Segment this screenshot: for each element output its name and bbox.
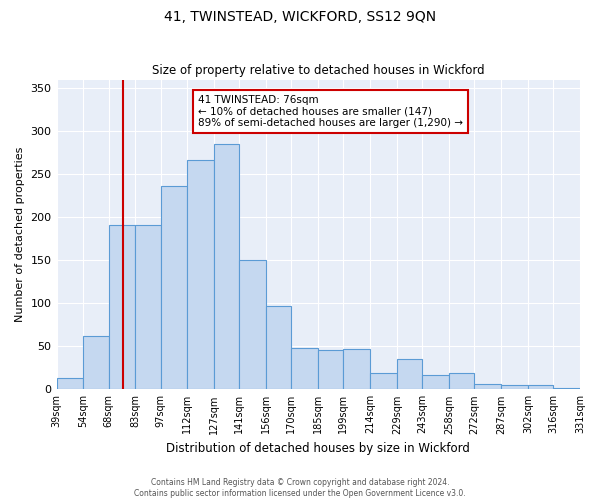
Bar	[161, 186, 187, 390]
Bar	[343, 349, 370, 390]
Bar	[109, 225, 136, 390]
Text: 41, TWINSTEAD, WICKFORD, SS12 9QN: 41, TWINSTEAD, WICKFORD, SS12 9QN	[164, 10, 436, 24]
Bar	[501, 385, 528, 390]
Text: 41 TWINSTEAD: 76sqm
← 10% of detached houses are smaller (147)
89% of semi-detac: 41 TWINSTEAD: 76sqm ← 10% of detached ho…	[198, 95, 463, 128]
Bar	[83, 336, 109, 390]
Bar	[422, 374, 449, 390]
Bar	[449, 373, 474, 390]
Bar	[370, 373, 397, 390]
Bar	[318, 350, 343, 390]
Bar	[239, 260, 266, 390]
Bar	[214, 144, 239, 390]
Bar	[474, 384, 501, 390]
Bar	[266, 306, 292, 390]
Bar	[528, 385, 553, 390]
Text: Contains HM Land Registry data © Crown copyright and database right 2024.
Contai: Contains HM Land Registry data © Crown c…	[134, 478, 466, 498]
Y-axis label: Number of detached properties: Number of detached properties	[15, 146, 25, 322]
Title: Size of property relative to detached houses in Wickford: Size of property relative to detached ho…	[152, 64, 485, 77]
Bar	[397, 359, 422, 390]
Bar	[56, 378, 83, 390]
Bar	[187, 160, 214, 390]
Bar	[553, 388, 580, 390]
Bar	[136, 225, 161, 390]
Bar	[292, 348, 318, 390]
X-axis label: Distribution of detached houses by size in Wickford: Distribution of detached houses by size …	[166, 442, 470, 455]
